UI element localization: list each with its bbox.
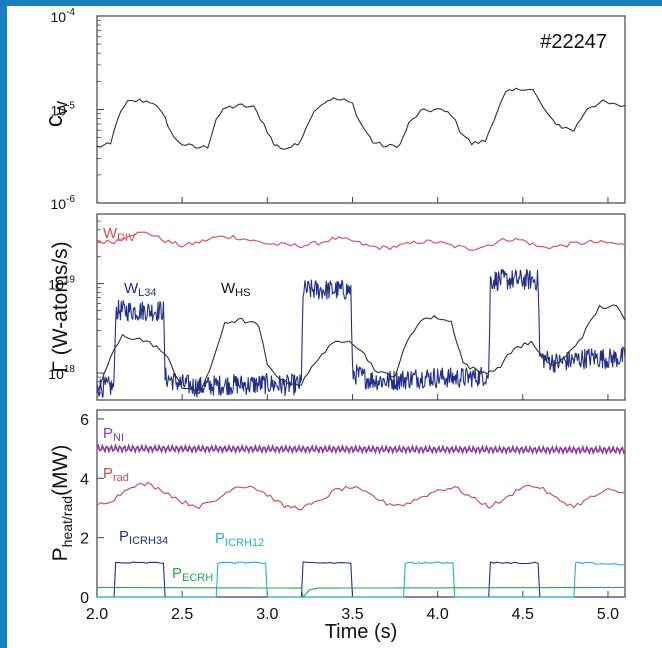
gamma-ylabel-text: Γ (W-atoms/s) — [49, 241, 72, 372]
x-tick-label: 2.0 — [86, 606, 108, 623]
power-series-rad-line — [96, 481, 626, 511]
label-p-ecrh: PECRH — [172, 565, 213, 584]
x-tick-label: 3.0 — [256, 606, 278, 623]
x-tick-label: 4.5 — [512, 606, 534, 623]
power-ylabel: Pheat/rad(MW) — [49, 445, 75, 562]
x-tick-label: 4.0 — [427, 606, 449, 623]
power-ytick-label: 6 — [80, 412, 89, 429]
power-ylabel-main: P — [49, 547, 72, 561]
power-series-icrh12-line — [97, 561, 626, 598]
cw-ylabel: cW — [41, 100, 71, 127]
gamma-series-l34-line — [96, 268, 626, 398]
svg-text:cW: cW — [41, 100, 71, 127]
label-p-icrh34: PICRH34 — [119, 528, 168, 547]
power-ytick-label: 4 — [80, 471, 89, 488]
power-ytick-label: 0 — [80, 590, 89, 607]
panel-cw: #22247 cW 10-4 10-5 10-6 — [41, 7, 626, 212]
cw-ylabel-sub: W — [54, 100, 71, 115]
svg-text:Pheat/rad(MW): Pheat/rad(MW) — [49, 445, 75, 562]
label-p-rad: Prad — [103, 465, 129, 484]
cw-series-line-line — [96, 87, 626, 150]
power-ylabel-unit: (MW) — [49, 445, 72, 496]
gamma-series-labels: WDIV WL34 WHS — [103, 225, 250, 299]
power-series-ecrh-line — [97, 586, 625, 599]
gamma-yticks: 1019 1018 — [48, 220, 609, 400]
figure-frame: #22247 cW 10-4 10-5 10-6 Γ (W-atoms/s) 101… — [7, 6, 662, 648]
figure: #22247 cW 10-4 10-5 10-6 Γ (W-atoms/s) 101… — [41, 7, 626, 643]
gamma-series — [96, 231, 626, 398]
label-w-div: WDIV — [103, 225, 136, 244]
cw-ytick-label: 10-5 — [51, 101, 76, 119]
gamma-ytick-label: 1019 — [48, 275, 75, 293]
cw-series — [96, 87, 626, 150]
panel-gamma-frame — [96, 213, 626, 401]
label-w-l34: WL34 — [124, 280, 157, 299]
gamma-ytick-label: 1018 — [48, 364, 75, 382]
power-series — [96, 443, 626, 599]
label-p-icrh12: PICRH12 — [215, 530, 264, 549]
cw-ylabel-main: c — [41, 115, 68, 127]
power-series-ni-line — [96, 443, 626, 456]
panel-power: Pheat/rad(MW) 6 4 2 0 PNI Prad PICRH34 PICRH12… — [49, 409, 626, 623]
power-ylabel-sub: heat/rad — [59, 496, 75, 547]
cw-ytick-label: 10-4 — [51, 7, 76, 25]
x-tick-label: 5.0 — [597, 606, 619, 623]
gamma-ylabel: Γ (W-atoms/s) — [49, 241, 72, 372]
panel-gamma: Γ (W-atoms/s) 1019 1018 WDIV WL34 WHS — [48, 213, 626, 401]
x-tick-label: 3.5 — [341, 606, 363, 623]
power-yticks: 6 4 2 0 — [80, 412, 609, 607]
x-tick-label: 2.5 — [171, 606, 193, 623]
x-axis-label: Time (s) — [325, 621, 398, 643]
gamma-series-hs-line — [96, 304, 626, 395]
cw-yticks: 10-4 10-5 10-6 — [51, 7, 609, 212]
x-axis-ticks: 2.0 2.5 3.0 3.5 4.0 4.5 5.0 — [86, 606, 619, 623]
cw-ytick-label: 10-6 — [51, 194, 76, 212]
power-ytick-label: 2 — [80, 531, 89, 548]
gamma-series-div-line — [96, 231, 626, 251]
label-w-hs: WHS — [221, 280, 250, 299]
label-p-ni: PNI — [103, 425, 124, 444]
shot-label: #22247 — [540, 31, 607, 53]
